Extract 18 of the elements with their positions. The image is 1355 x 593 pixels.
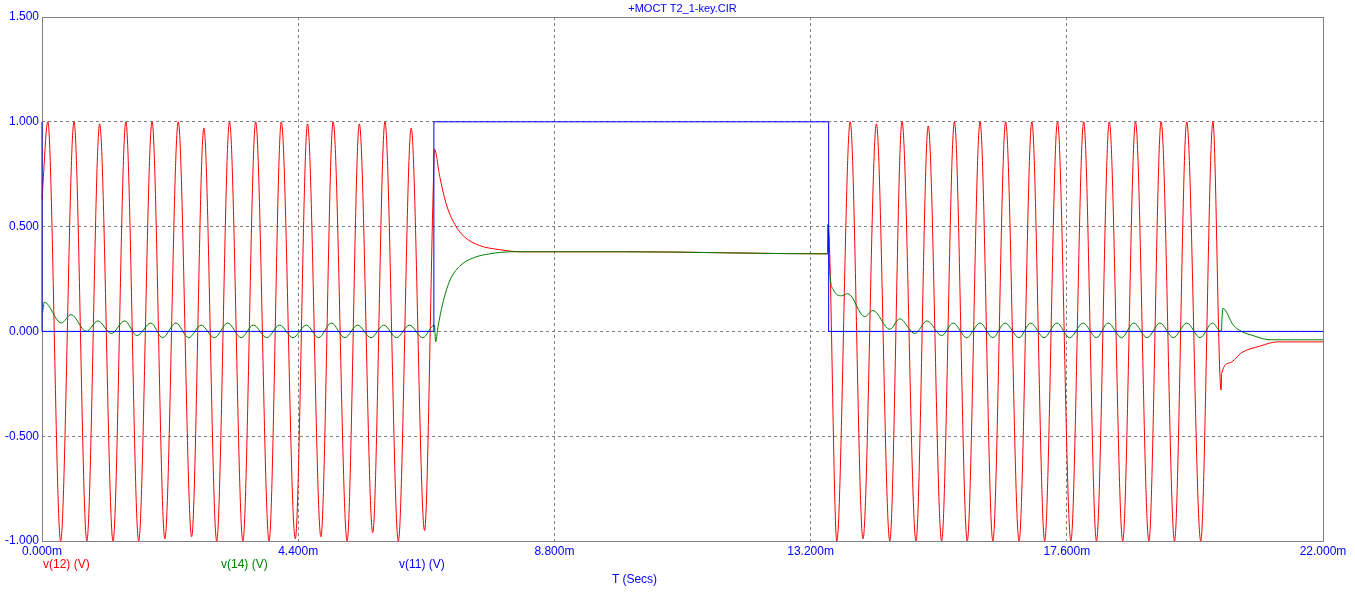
text: v(14) (V) xyxy=(221,557,268,572)
x-tick-label: 22.000m xyxy=(1299,543,1347,558)
y-tick-label: 1.000 xyxy=(8,114,40,129)
x-tick-label: 8.800m xyxy=(534,543,575,558)
x-tick-label: 4.400m xyxy=(278,543,319,558)
x-axis-title: T (Secs) xyxy=(611,572,658,587)
x-tick-label: 17.600m xyxy=(1043,543,1091,558)
x-tick-label: 13.200m xyxy=(787,543,834,558)
x-tick-label: 0.000m xyxy=(21,543,63,558)
text: v(11) (V) xyxy=(399,557,445,572)
series-label: v(12) (V) xyxy=(43,557,90,572)
y-tick-label: 1.500 xyxy=(8,9,40,24)
y-tick-label: 0.500 xyxy=(8,218,40,233)
y-tick-label: 0.000 xyxy=(8,323,40,338)
chart-title: +MOCT T2_1-key.CIR xyxy=(628,2,737,15)
line-series xyxy=(42,224,1324,343)
line-series xyxy=(41,121,1324,542)
y-tick-label: -0.500 xyxy=(4,428,40,443)
